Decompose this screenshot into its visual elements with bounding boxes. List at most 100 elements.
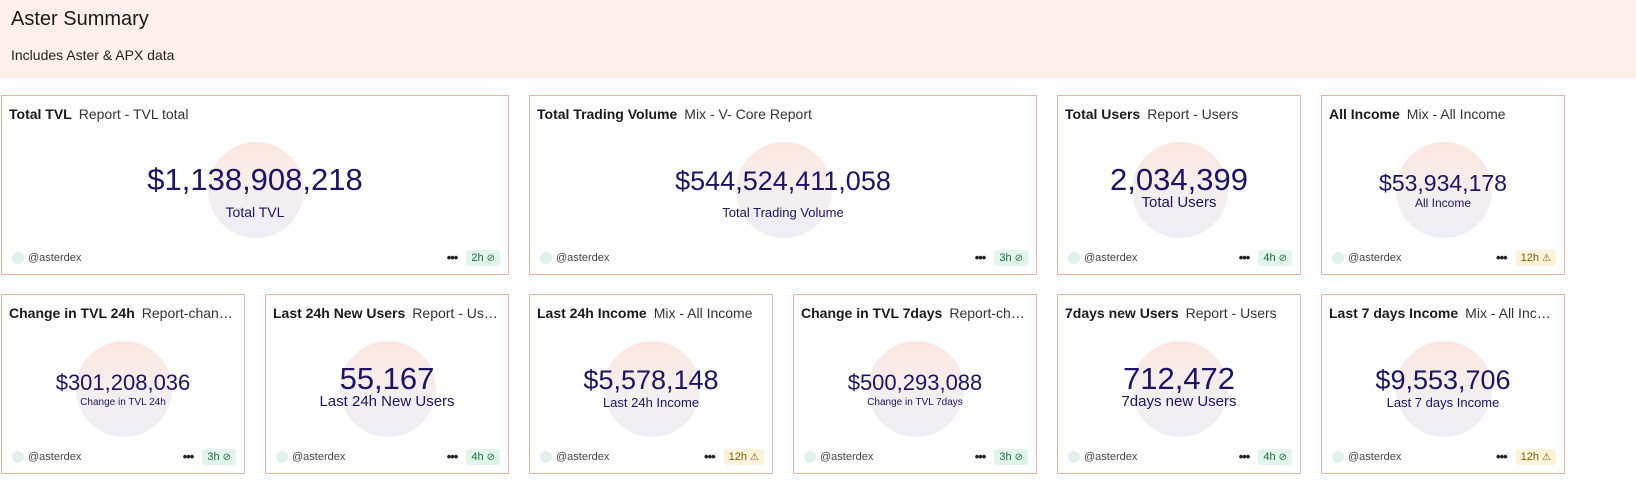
card-last-7-days-income[interactable]: Last 7 days Income Mix - All Incom… $9,55… bbox=[1321, 294, 1565, 474]
counter-value: $544,524,411,058 bbox=[675, 166, 891, 196]
more-options-icon[interactable]: ••• bbox=[1238, 449, 1251, 464]
check-circle-icon: ⊘ bbox=[1014, 451, 1023, 463]
counter-label: Total Trading Volume bbox=[722, 205, 844, 220]
bubble-graphic bbox=[1132, 341, 1228, 437]
card-title[interactable]: Last 24h New Users bbox=[273, 305, 406, 321]
card-title[interactable]: Total TVL bbox=[9, 106, 72, 122]
card-change-in-tvl-7days[interactable]: Change in TVL 7days Report-chan… $500,293… bbox=[793, 294, 1037, 474]
avatar bbox=[540, 252, 552, 264]
card-total-tvl[interactable]: Total TVL Report - TVL total $1,138,908,2… bbox=[1, 95, 509, 275]
card-7days-new-users[interactable]: 7days new Users Report - Users 712,472 7d… bbox=[1057, 294, 1301, 474]
counter-label: Last 7 days Income bbox=[1386, 395, 1500, 410]
age: 3h bbox=[999, 451, 1012, 463]
check-circle-icon: ⊘ bbox=[486, 451, 495, 463]
counter-value: 712,472 bbox=[1122, 361, 1236, 396]
refresh-status-badge[interactable]: 3h ⊘ bbox=[202, 449, 236, 465]
more-options-icon[interactable]: ••• bbox=[182, 449, 195, 464]
card-query-link[interactable]: Mix - V- Core Report bbox=[684, 106, 812, 122]
refresh-status-badge[interactable]: 12h ⚠ bbox=[1515, 449, 1556, 465]
card-change-in-tvl-24h[interactable]: Change in TVL 24h Report-change… $301,208… bbox=[1, 294, 245, 474]
card-all-income[interactable]: All Income Mix - All Income $53,934,178 A… bbox=[1321, 95, 1565, 275]
counter-value: $301,208,036 bbox=[55, 370, 191, 395]
avatar bbox=[1068, 451, 1080, 463]
age: 3h bbox=[999, 252, 1012, 264]
card-title[interactable]: All Income bbox=[1329, 106, 1400, 122]
card-title[interactable]: 7days new Users bbox=[1065, 305, 1179, 321]
card-query-link[interactable]: Mix - All Income bbox=[653, 305, 753, 321]
counter-label: Change in TVL 7days bbox=[867, 397, 963, 408]
avatar bbox=[804, 451, 816, 463]
card-query-link[interactable]: Report-change… bbox=[141, 305, 236, 321]
check-circle-icon: ⊘ bbox=[486, 252, 495, 264]
card-title[interactable]: Last 24h Income bbox=[537, 305, 647, 321]
author-handle: @asterdex bbox=[292, 451, 346, 463]
more-options-icon[interactable]: ••• bbox=[1496, 449, 1508, 464]
card-query-link[interactable]: Report-chan… bbox=[949, 305, 1028, 321]
card-query-link[interactable]: Report - Users bbox=[1185, 305, 1277, 321]
refresh-status-badge[interactable]: 4h ⊘ bbox=[466, 449, 500, 465]
refresh-status-badge[interactable]: 3h ⊘ bbox=[994, 449, 1028, 465]
card-title[interactable]: Total Trading Volume bbox=[537, 106, 678, 122]
author[interactable]: @asterdex bbox=[276, 451, 345, 463]
check-circle-icon: ⊘ bbox=[1278, 252, 1287, 264]
card-title[interactable]: Change in TVL 7days bbox=[801, 305, 943, 321]
author[interactable]: @asterdex bbox=[1068, 451, 1137, 463]
bubble-graphic bbox=[604, 341, 700, 437]
card-last-24h-income[interactable]: Last 24h Income Mix - All Income $5,578,1… bbox=[529, 294, 773, 474]
author[interactable]: @asterdex bbox=[1068, 252, 1137, 264]
card-title[interactable]: Change in TVL 24h bbox=[9, 305, 135, 321]
check-circle-icon: ⊘ bbox=[1014, 252, 1023, 264]
card-title[interactable]: Last 7 days Income bbox=[1329, 305, 1459, 321]
more-options-icon[interactable]: ••• bbox=[1496, 250, 1508, 265]
avatar bbox=[12, 451, 24, 463]
card-query-link[interactable]: Mix - All Incom… bbox=[1465, 305, 1556, 321]
avatar bbox=[276, 451, 288, 463]
more-options-icon[interactable]: ••• bbox=[1238, 250, 1251, 265]
more-options-icon[interactable]: ••• bbox=[974, 449, 987, 464]
author[interactable]: @asterdex bbox=[540, 252, 609, 264]
bubble-graphic bbox=[1396, 142, 1492, 238]
more-options-icon[interactable]: ••• bbox=[446, 250, 459, 265]
more-options-icon[interactable]: ••• bbox=[446, 449, 459, 464]
author-handle: @asterdex bbox=[28, 451, 82, 463]
warning-icon: ⚠ bbox=[1542, 252, 1551, 264]
card-query-link[interactable]: Mix - All Income bbox=[1406, 106, 1506, 122]
refresh-status-badge[interactable]: 12h ⚠ bbox=[723, 449, 764, 465]
card-query-link[interactable]: Report - TVL total bbox=[78, 106, 189, 122]
author[interactable]: @asterdex bbox=[1332, 451, 1401, 463]
author[interactable]: @asterdex bbox=[1332, 252, 1401, 264]
author[interactable]: @asterdex bbox=[12, 252, 81, 264]
counter-label: Last 24h New Users bbox=[319, 393, 455, 410]
card-last-24h-new-users[interactable]: Last 24h New Users Report - Users 55,167 … bbox=[265, 294, 509, 474]
card-title[interactable]: Total Users bbox=[1065, 106, 1141, 122]
more-options-icon[interactable]: ••• bbox=[704, 449, 716, 464]
avatar bbox=[1332, 252, 1344, 264]
refresh-status-badge[interactable]: 2h ⊘ bbox=[466, 250, 500, 266]
card-total-users[interactable]: Total Users Report - Users 2,034,399 Tota… bbox=[1057, 95, 1301, 275]
counter-label: Last 24h Income bbox=[602, 395, 700, 410]
bubble-graphic bbox=[1132, 142, 1228, 238]
refresh-status-badge[interactable]: 4h ⊘ bbox=[1258, 449, 1292, 465]
refresh-status-badge[interactable]: 4h ⊘ bbox=[1258, 250, 1292, 266]
card-total-trading-volume[interactable]: Total Trading Volume Mix - V- Core Report… bbox=[529, 95, 1037, 275]
page-title: Aster Summary bbox=[11, 8, 149, 30]
card-query-link[interactable]: Report - Users bbox=[1147, 106, 1239, 122]
bubble-graphic bbox=[340, 341, 436, 437]
page-subtitle: Includes Aster & APX data bbox=[11, 47, 175, 63]
more-options-icon[interactable]: ••• bbox=[974, 250, 987, 265]
author[interactable]: @asterdex bbox=[12, 451, 81, 463]
author[interactable]: @asterdex bbox=[804, 451, 873, 463]
age: 2h bbox=[471, 252, 484, 264]
refresh-status-badge[interactable]: 3h ⊘ bbox=[994, 250, 1028, 266]
bubble-graphic bbox=[1396, 341, 1492, 437]
refresh-status-badge[interactable]: 12h ⚠ bbox=[1515, 250, 1556, 266]
counter-label: Total TVL bbox=[225, 204, 285, 220]
author-handle: @asterdex bbox=[28, 252, 82, 264]
author[interactable]: @asterdex bbox=[540, 451, 609, 463]
bubble-graphic bbox=[868, 341, 964, 437]
warning-icon: ⚠ bbox=[750, 451, 759, 463]
counter-label: Change in TVL 24h bbox=[80, 397, 166, 408]
age: 12h bbox=[728, 451, 748, 463]
card-query-link[interactable]: Report - Users bbox=[412, 305, 500, 321]
author-handle: @asterdex bbox=[1348, 252, 1402, 264]
